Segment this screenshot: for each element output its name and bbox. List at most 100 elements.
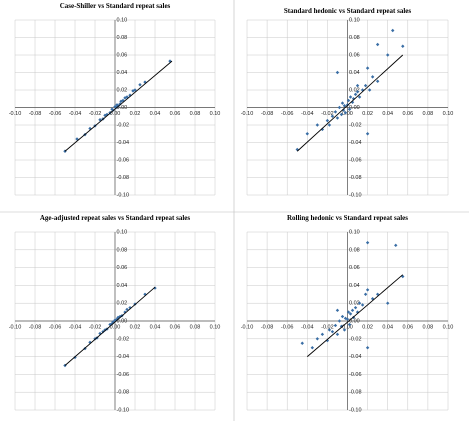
x-tick-label: 0.04 [150, 111, 161, 117]
y-tick-label: -0.02 [117, 336, 130, 342]
scatter-point [370, 75, 375, 79]
x-tick-label: 0.10 [210, 324, 221, 330]
y-tick-label: 0.04 [117, 283, 128, 289]
x-tick-label: 0.10 [443, 111, 454, 117]
scatter-point [357, 95, 362, 99]
scatter-point [101, 329, 105, 334]
scatter-point [355, 90, 360, 94]
x-tick-label: -0.08 [261, 111, 274, 117]
x-tick-label: -0.06 [49, 111, 62, 117]
x-tick-label: 0.02 [130, 111, 141, 117]
y-tick-label: 0.10 [117, 229, 128, 235]
x-tick-label: 0.06 [170, 111, 181, 117]
y-tick-label: -0.08 [117, 390, 130, 396]
scatter-point [342, 104, 347, 108]
y-tick-label: 0.04 [349, 283, 360, 289]
x-tick-label: 0.06 [402, 111, 413, 117]
x-tick-label: -0.06 [281, 324, 294, 330]
y-tick-label: 0.06 [117, 52, 128, 58]
x-tick-label: -0.10 [241, 111, 254, 117]
scatter-point [315, 123, 320, 127]
y-tick-label: -0.04 [349, 140, 362, 146]
x-tick-label: 0.10 [210, 111, 221, 117]
y-tick-label: 0.08 [117, 35, 128, 41]
x-tick-label: 0.10 [443, 324, 454, 330]
x-tick-label: 0.04 [382, 111, 393, 117]
y-tick-label: 0.10 [117, 17, 128, 23]
scatter-point [114, 105, 118, 110]
scatter-point [133, 88, 137, 92]
x-tick-label: 0.08 [190, 324, 201, 330]
x-tick-label: -0.04 [69, 111, 82, 117]
y-tick-label: -0.10 [117, 407, 130, 413]
x-tick-label: 0.02 [362, 324, 373, 330]
scatter-point [386, 53, 390, 57]
x-tick-label: 0.08 [423, 111, 434, 117]
scatter-point [335, 116, 340, 120]
y-tick-label: -0.06 [117, 157, 130, 163]
y-tick-label: 0.10 [349, 17, 360, 23]
y-tick-label: 0.00 [117, 105, 128, 111]
scatter-point [375, 42, 380, 47]
y-tick-label: 0.04 [117, 70, 128, 76]
x-tick-label: 0.08 [190, 111, 201, 117]
y-tick-label: 0.06 [349, 52, 360, 58]
scatter-point [335, 70, 340, 75]
scatter-point [394, 243, 398, 248]
trendline [64, 60, 173, 152]
scatter-point [153, 286, 157, 290]
y-tick-label: -0.04 [117, 354, 130, 360]
y-tick-label: -0.10 [117, 192, 130, 198]
scatter-point [305, 132, 309, 136]
y-tick-label: -0.04 [349, 354, 362, 360]
y-tick-label: 0.08 [117, 247, 128, 253]
y-tick-label: -0.06 [117, 372, 130, 378]
scatter-point [355, 83, 360, 88]
scatter-point [367, 88, 372, 92]
chart-title: Rolling hedonic vs Standard repeat sales [287, 214, 408, 222]
scatter-point [330, 114, 335, 118]
x-tick-label: -0.02 [321, 324, 334, 330]
y-tick-label: -0.02 [349, 122, 362, 128]
y-tick-label: 0.10 [349, 229, 360, 235]
x-tick-label: 0.04 [150, 324, 161, 330]
y-tick-label: -0.10 [349, 407, 362, 413]
trendline [64, 286, 156, 366]
y-tick-label: -0.10 [349, 192, 362, 198]
x-tick-label: -0.08 [29, 324, 42, 330]
scatter-point [333, 110, 338, 114]
y-tick-label: -0.08 [117, 175, 130, 181]
scatter-point [375, 79, 380, 83]
x-tick-label: -0.08 [261, 324, 274, 330]
y-tick-label: 0.06 [117, 265, 128, 271]
y-tick-label: 0.00 [349, 318, 360, 324]
y-tick-label: 0.02 [349, 301, 360, 307]
y-tick-label: 0.08 [349, 35, 360, 41]
x-tick-label: -0.06 [281, 111, 294, 117]
y-tick-label: 0.00 [349, 105, 360, 111]
x-tick-label: -0.04 [69, 324, 82, 330]
scatter-point [327, 123, 332, 127]
x-tick-label: -0.04 [301, 324, 314, 330]
chart-title: Case-Shiller vs Standard repeat sales [60, 2, 171, 10]
x-tick-label: -0.06 [49, 324, 62, 330]
scatter-point [365, 66, 370, 70]
x-tick-label: -0.10 [9, 324, 22, 330]
x-tick-label: -0.10 [9, 111, 22, 117]
y-tick-label: -0.08 [349, 175, 362, 181]
scatter-point [138, 83, 142, 87]
scatter-point [363, 83, 368, 88]
chart-title: Age-adjusted repeat sales vs Standard re… [40, 214, 191, 222]
y-tick-label: -0.06 [349, 157, 362, 163]
scatter-point [343, 111, 348, 115]
x-tick-label: -0.02 [89, 324, 102, 330]
scatter-point [401, 44, 405, 48]
scatter-point [116, 104, 120, 108]
x-tick-label: -0.04 [301, 111, 314, 117]
y-tick-label: 0.02 [117, 301, 128, 307]
scatter-point [353, 92, 358, 97]
x-tick-label: -0.02 [321, 111, 334, 117]
scatter-point [346, 98, 351, 103]
